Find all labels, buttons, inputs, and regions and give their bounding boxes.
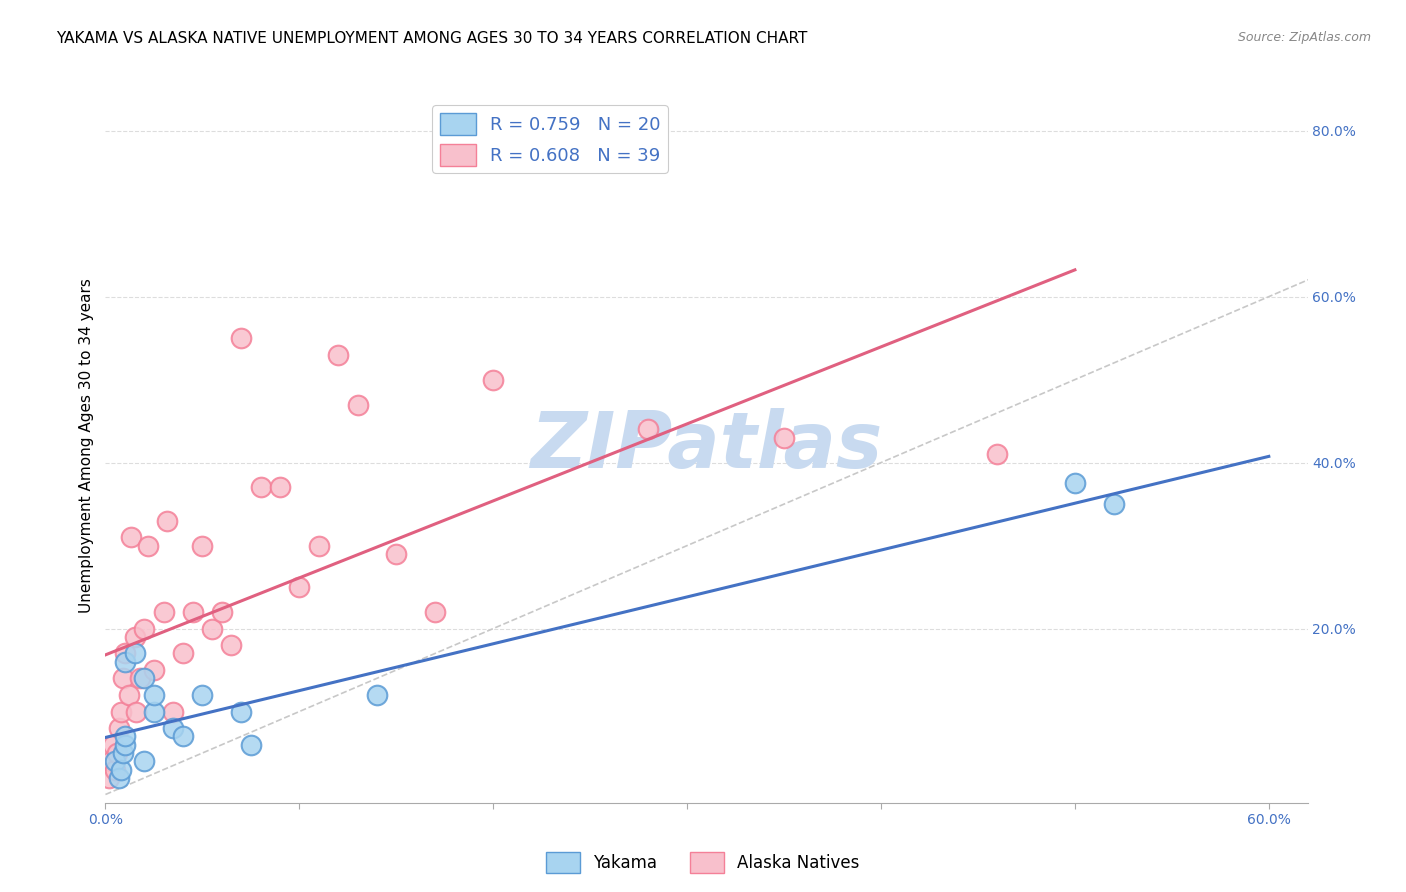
Point	[114, 738, 136, 752]
Point	[129, 671, 152, 685]
Point	[134, 622, 156, 636]
Point	[239, 738, 262, 752]
Point	[103, 738, 125, 752]
Point	[105, 746, 128, 760]
Point	[162, 705, 184, 719]
Point	[120, 530, 142, 544]
Point	[211, 605, 233, 619]
Point	[118, 688, 141, 702]
Point	[1102, 497, 1125, 511]
Point	[201, 622, 224, 636]
Point	[773, 431, 796, 445]
Point	[134, 671, 156, 685]
Point	[110, 705, 132, 719]
Point	[124, 647, 146, 661]
Text: ZIPatlas: ZIPatlas	[530, 408, 883, 484]
Point	[124, 630, 146, 644]
Legend: Yakama, Alaska Natives: Yakama, Alaska Natives	[540, 846, 866, 880]
Point	[423, 605, 446, 619]
Point	[1064, 476, 1087, 491]
Point	[231, 705, 253, 719]
Point	[114, 647, 136, 661]
Point	[191, 539, 214, 553]
Point	[142, 688, 165, 702]
Point	[191, 688, 214, 702]
Point	[114, 730, 136, 744]
Point	[108, 771, 131, 785]
Point	[326, 348, 349, 362]
Point	[181, 605, 204, 619]
Point	[111, 746, 134, 760]
Legend: R = 0.759   N = 20, R = 0.608   N = 39: R = 0.759 N = 20, R = 0.608 N = 39	[433, 105, 668, 173]
Point	[385, 547, 408, 561]
Point	[125, 705, 148, 719]
Point	[288, 580, 311, 594]
Point	[104, 754, 127, 768]
Point	[142, 663, 165, 677]
Point	[172, 647, 194, 661]
Point	[114, 655, 136, 669]
Point	[104, 763, 127, 777]
Point	[366, 688, 388, 702]
Point	[162, 721, 184, 735]
Text: Source: ZipAtlas.com: Source: ZipAtlas.com	[1237, 31, 1371, 45]
Point	[346, 397, 368, 411]
Point	[308, 539, 330, 553]
Point	[221, 638, 243, 652]
Point	[152, 605, 174, 619]
Point	[482, 373, 505, 387]
Point	[98, 771, 121, 785]
Point	[231, 331, 253, 345]
Point	[100, 754, 122, 768]
Point	[172, 730, 194, 744]
Point	[269, 481, 291, 495]
Y-axis label: Unemployment Among Ages 30 to 34 years: Unemployment Among Ages 30 to 34 years	[79, 278, 94, 614]
Point	[156, 514, 179, 528]
Point	[108, 721, 131, 735]
Text: YAKAMA VS ALASKA NATIVE UNEMPLOYMENT AMONG AGES 30 TO 34 YEARS CORRELATION CHART: YAKAMA VS ALASKA NATIVE UNEMPLOYMENT AMO…	[56, 31, 807, 46]
Point	[136, 539, 159, 553]
Point	[142, 705, 165, 719]
Point	[249, 481, 271, 495]
Point	[134, 754, 156, 768]
Point	[111, 671, 134, 685]
Point	[986, 447, 1008, 461]
Point	[637, 422, 659, 436]
Point	[110, 763, 132, 777]
